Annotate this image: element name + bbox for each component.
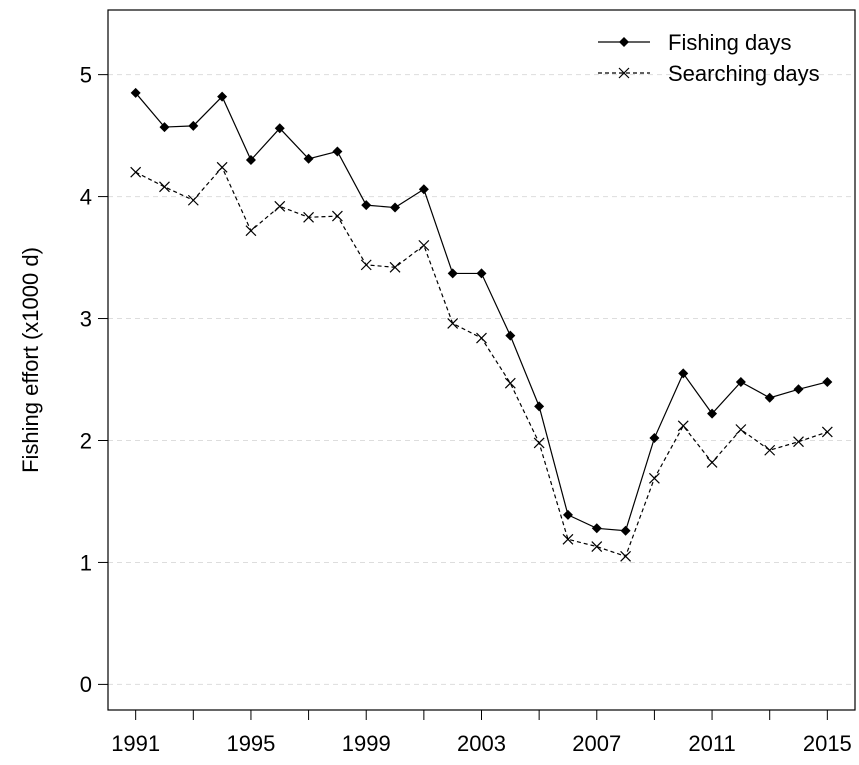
point [274, 123, 285, 134]
point [707, 408, 718, 419]
legend-marker [618, 67, 630, 79]
plot-frame [107, 9, 856, 711]
point [447, 268, 458, 279]
point [188, 120, 199, 131]
point [187, 194, 199, 206]
point [390, 202, 401, 213]
point [735, 424, 747, 435]
point [649, 433, 660, 444]
point [793, 436, 804, 448]
point [303, 153, 314, 164]
x-tick-label: 2015 [803, 731, 852, 756]
legend-label: Searching days [668, 61, 820, 86]
point [678, 368, 689, 379]
x-tick-label: 1995 [226, 731, 275, 756]
y-axis-label: Fishing effort (x1000 d) [18, 247, 43, 473]
x-tick-label: 2011 [688, 731, 735, 756]
series-line [135, 92, 828, 532]
y-tick-label: 2 [80, 428, 92, 453]
point [591, 523, 602, 534]
point [217, 91, 228, 102]
y-tick-label: 1 [80, 550, 92, 575]
point [591, 541, 603, 553]
legend-marker [619, 37, 629, 47]
point [764, 392, 775, 403]
point [562, 509, 573, 520]
y-tick-label: 3 [80, 306, 92, 331]
point [533, 437, 545, 449]
point [822, 376, 833, 387]
point [447, 317, 459, 329]
point [303, 211, 315, 223]
point [360, 259, 372, 271]
point [361, 200, 372, 211]
point [476, 332, 487, 344]
y-tick-label: 0 [80, 672, 92, 697]
x-tick-label: 2003 [457, 731, 506, 756]
y-tick-label: 5 [80, 62, 92, 87]
point [504, 377, 516, 389]
point [476, 268, 487, 279]
point [677, 420, 689, 432]
point [274, 200, 286, 212]
point [534, 401, 545, 412]
series-line [135, 166, 828, 558]
x-tick-label: 1991 [111, 731, 160, 756]
x-tick-label: 1999 [342, 731, 391, 756]
point [706, 457, 718, 468]
point [130, 87, 141, 98]
point [764, 444, 776, 456]
y-tick-label: 4 [80, 184, 92, 209]
x-tick-label: 2007 [572, 731, 621, 756]
point [562, 533, 574, 545]
point [159, 122, 170, 133]
point [418, 239, 430, 251]
point [130, 166, 142, 178]
point [332, 146, 343, 157]
point [331, 210, 343, 222]
point [389, 261, 401, 273]
point [821, 426, 833, 438]
point [418, 184, 429, 195]
point [216, 161, 228, 173]
point [505, 330, 516, 341]
point [245, 225, 257, 237]
point [620, 550, 632, 562]
point [793, 384, 804, 395]
point [159, 181, 170, 193]
point [620, 525, 631, 536]
point [735, 376, 746, 387]
point [245, 155, 256, 165]
point [648, 472, 660, 484]
legend-label: Fishing days [668, 30, 792, 55]
